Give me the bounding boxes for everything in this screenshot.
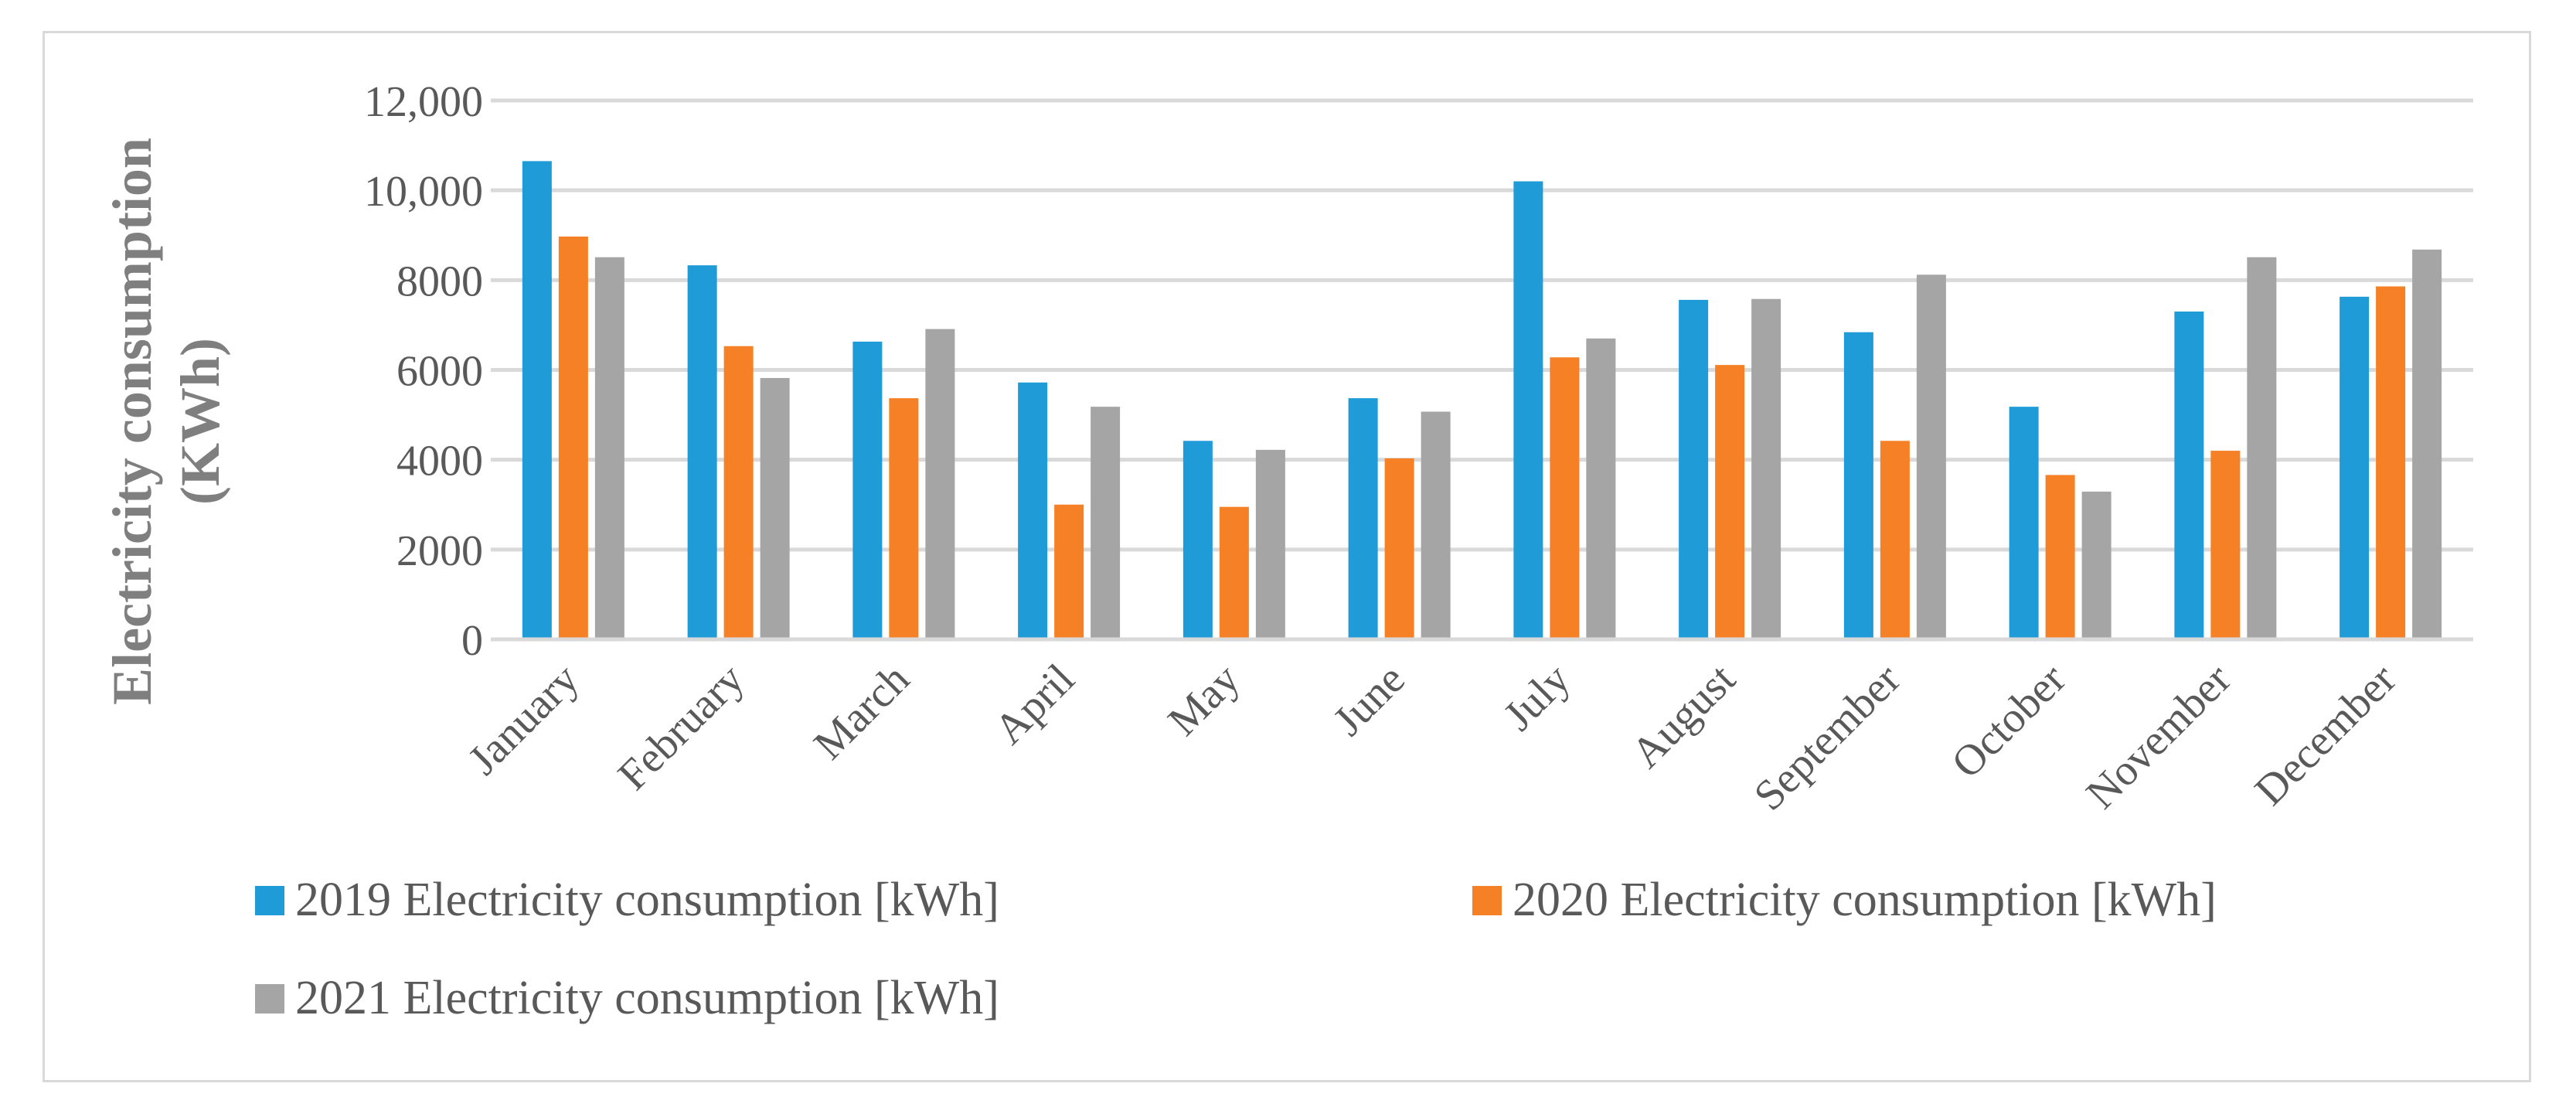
- bar-july-series-1: [1513, 181, 1543, 640]
- legend-swatch-3: [255, 984, 284, 1014]
- bar-january-series-3: [594, 257, 624, 639]
- bar-november-series-2: [2210, 451, 2241, 639]
- x-tick-label-january: January: [459, 655, 588, 784]
- x-tick-label-december: December: [2246, 655, 2406, 815]
- bar-september-series-2: [1880, 441, 1910, 639]
- bar-june-series-2: [1384, 458, 1414, 639]
- x-tick-label-november: November: [2077, 655, 2241, 818]
- bar-april-series-2: [1054, 504, 1084, 639]
- bar-may-series-2: [1219, 506, 1249, 639]
- legend-swatch-1: [255, 886, 284, 915]
- bar-december-series-3: [2412, 249, 2442, 639]
- bar-october-series-3: [2081, 491, 2112, 639]
- legend-label-1: 2019 Electricity consumption [kWh]: [295, 874, 999, 926]
- bar-september-series-3: [1916, 274, 1946, 639]
- bar-august-series-3: [1751, 298, 1781, 639]
- x-tick-label-march: March: [805, 655, 918, 768]
- x-tick-label-april: April: [985, 655, 1084, 753]
- x-tick-label-august: August: [1622, 655, 1745, 778]
- y-tick-label: 10,000: [364, 168, 483, 216]
- chart-frame: [43, 31, 2531, 1082]
- bar-may-series-3: [1255, 449, 1285, 639]
- legend-layer: 2019 Electricity consumption [kWh] 2020 E…: [255, 874, 2217, 1024]
- x-tick-label-july: July: [1495, 655, 1580, 740]
- bar-january-series-2: [558, 236, 588, 639]
- y-tick-label: 6000: [396, 348, 483, 396]
- bar-november-series-1: [2174, 311, 2204, 639]
- bar-december-series-1: [2339, 296, 2370, 639]
- bar-march-series-2: [889, 398, 919, 639]
- y-axis-title: Electricity consumption (KWh): [101, 138, 231, 705]
- bar-november-series-3: [2247, 257, 2277, 639]
- bar-october-series-2: [2045, 475, 2075, 639]
- bar-october-series-1: [2009, 407, 2039, 639]
- y-axis-title-line-2: (KWh): [169, 338, 231, 505]
- bar-january-series-1: [522, 161, 552, 640]
- bar-may-series-1: [1183, 441, 1213, 639]
- x-tick-label-february: February: [609, 655, 754, 799]
- y-axis-title-line-1: Electricity consumption: [101, 138, 163, 705]
- bar-august-series-2: [1715, 365, 1745, 639]
- bar-april-series-3: [1091, 407, 1121, 639]
- bar-april-series-1: [1018, 382, 1048, 639]
- bar-march-series-1: [852, 341, 883, 639]
- bar-july-series-3: [1586, 338, 1616, 639]
- x-tick-label-june: June: [1324, 655, 1414, 744]
- bar-june-series-3: [1421, 411, 1451, 639]
- bar-june-series-1: [1348, 398, 1378, 639]
- legend-swatch-2: [1472, 886, 1502, 915]
- y-tick-label: 2000: [396, 527, 483, 575]
- x-tick-label-october: October: [1942, 655, 2075, 788]
- bar-february-series-2: [723, 346, 754, 639]
- bar-february-series-1: [687, 265, 717, 639]
- bar-july-series-2: [1550, 357, 1580, 639]
- legend-label-2: 2020 Electricity consumption [kWh]: [1513, 874, 2217, 926]
- bar-august-series-1: [1679, 299, 1709, 639]
- bar-march-series-3: [925, 329, 955, 639]
- y-tick-label: 12,000: [364, 78, 483, 126]
- bar-september-series-1: [1843, 332, 1873, 639]
- x-tick-label-september: September: [1745, 655, 1910, 819]
- y-tick-label: 0: [461, 617, 483, 665]
- bar-february-series-3: [760, 377, 790, 639]
- legend-label-3: 2021 Electricity consumption [kWh]: [295, 972, 999, 1024]
- bar-december-series-2: [2376, 286, 2406, 639]
- y-tick-label: 4000: [396, 438, 483, 485]
- x-tick-label-may: May: [1159, 655, 1249, 744]
- bar-layer: [522, 161, 2442, 640]
- y-tick-label: 8000: [396, 257, 483, 305]
